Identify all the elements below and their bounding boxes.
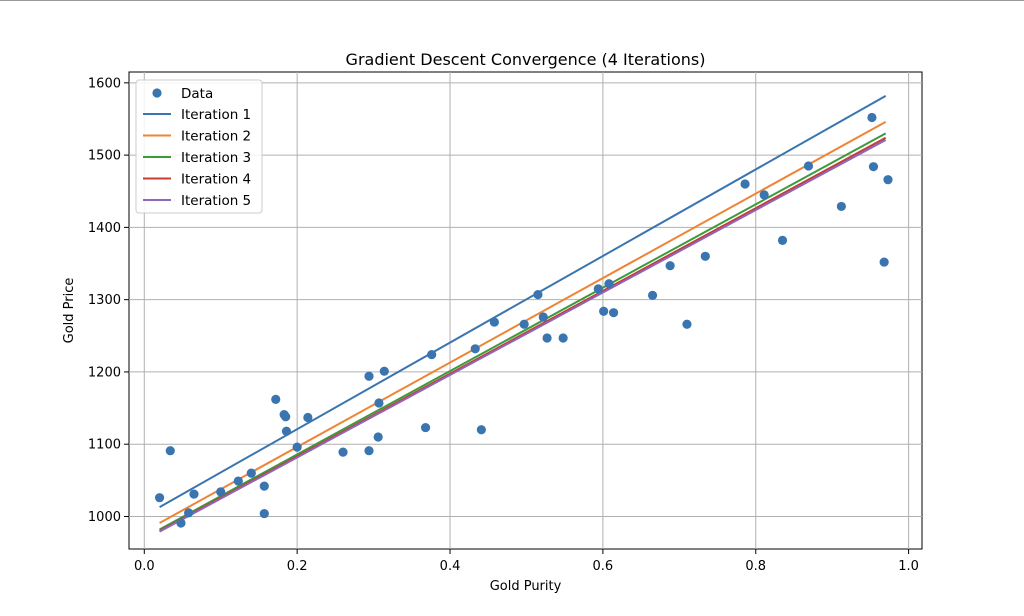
- data-point: [281, 412, 291, 422]
- y-tick-label: 1600: [88, 76, 121, 91]
- data-point: [593, 284, 603, 294]
- top-border-line: [0, 0, 1024, 1]
- legend-label: Iteration 4: [181, 172, 251, 188]
- data-point: [665, 261, 675, 271]
- data-point: [879, 257, 889, 267]
- data-point: [189, 489, 199, 499]
- y-tick-label: 1000: [88, 510, 121, 525]
- legend-label: Iteration 5: [181, 193, 251, 209]
- legend: Data Iteration 1 Iteration 2 Iteration 3 Ite…: [135, 79, 263, 214]
- data-point: [216, 487, 226, 497]
- data-point: [700, 251, 710, 261]
- data-points: [154, 112, 893, 528]
- data-point: [364, 371, 374, 381]
- data-point: [184, 508, 194, 518]
- data-point: [883, 175, 893, 185]
- y-tick-label: 1200: [88, 365, 121, 380]
- data-point: [558, 333, 568, 343]
- data-point: [338, 447, 348, 457]
- y-axis-ticks: 1000 1100 1200 1300 1400 1500 1600: [88, 76, 129, 525]
- data-point: [868, 162, 879, 172]
- x-tick-label: 0.8: [745, 559, 766, 574]
- legend-marker-data: [152, 88, 162, 98]
- data-point: [374, 398, 384, 408]
- data-point: [246, 468, 256, 478]
- legend-label: Iteration 1: [181, 107, 251, 123]
- data-point: [777, 235, 788, 245]
- data-point: [373, 432, 383, 442]
- data-point: [165, 446, 175, 456]
- data-point: [303, 412, 313, 423]
- x-tick-label: 0.6: [593, 559, 614, 574]
- iteration-line: [159, 94, 887, 508]
- data-point: [759, 190, 769, 200]
- data-point: [647, 290, 658, 300]
- data-point: [608, 308, 619, 318]
- data-point: [427, 349, 437, 360]
- x-tick-label: 0.0: [134, 559, 155, 574]
- data-point: [476, 425, 486, 435]
- data-point: [379, 366, 389, 376]
- y-tick-label: 1500: [88, 149, 121, 164]
- data-point: [154, 493, 165, 503]
- data-point: [489, 317, 499, 327]
- data-point: [604, 279, 614, 289]
- x-tick-label: 1.0: [898, 559, 919, 574]
- y-tick-label: 1300: [88, 293, 121, 308]
- x-tick-label: 0.2: [287, 559, 308, 574]
- data-point: [740, 179, 750, 189]
- data-point: [281, 426, 292, 436]
- data-point: [233, 476, 243, 486]
- x-tick-label: 0.4: [440, 559, 461, 574]
- iteration-line: [159, 139, 887, 533]
- legend-label: Iteration 2: [181, 129, 251, 145]
- data-point: [836, 201, 846, 212]
- data-point: [538, 312, 548, 322]
- x-axis-label: Gold Purity: [490, 579, 562, 594]
- data-point: [271, 394, 281, 404]
- data-point: [292, 442, 302, 452]
- data-point: [420, 422, 431, 433]
- data-point: [682, 319, 692, 329]
- legend-label: Data: [181, 86, 213, 102]
- data-point: [470, 344, 480, 354]
- y-tick-label: 1400: [88, 221, 121, 236]
- data-point: [519, 319, 529, 329]
- data-point: [803, 161, 814, 171]
- data-point: [259, 481, 269, 491]
- legend-label: Iteration 3: [181, 150, 251, 166]
- data-point: [533, 290, 543, 300]
- y-tick-label: 1100: [88, 438, 121, 453]
- data-point: [599, 306, 609, 316]
- data-point: [259, 508, 269, 519]
- iteration-lines: [159, 94, 887, 533]
- data-point: [364, 446, 374, 456]
- chart-title: Gradient Descent Convergence (4 Iteratio…: [346, 50, 706, 69]
- data-point: [176, 518, 186, 528]
- plot-area-frame: [128, 71, 923, 550]
- iteration-line: [159, 132, 887, 531]
- y-axis-label: Gold Price: [62, 278, 77, 344]
- x-axis-ticks: 0.0 0.2 0.4 0.6 0.8 1.0: [134, 549, 919, 574]
- data-point: [867, 112, 877, 123]
- data-point: [542, 333, 552, 343]
